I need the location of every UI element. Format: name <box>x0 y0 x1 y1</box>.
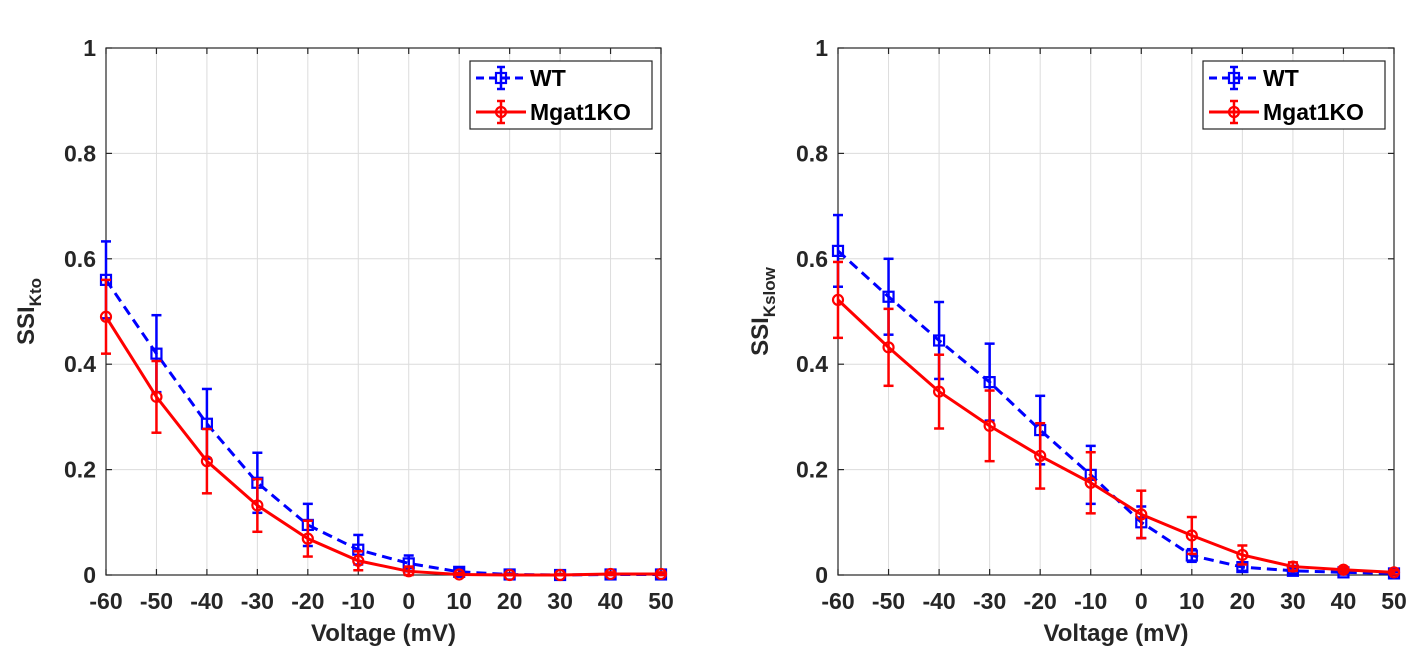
data-point <box>1034 449 1047 462</box>
data-point <box>882 341 895 354</box>
series-line <box>836 298 1395 574</box>
series-line <box>836 249 1395 575</box>
legend-marker <box>494 71 508 85</box>
data-point <box>654 567 668 581</box>
data-point <box>402 565 415 578</box>
data-point <box>1337 563 1350 576</box>
x-tick-label: 10 <box>446 588 472 614</box>
x-tick-label: 40 <box>1331 588 1357 614</box>
y-tick-label: 0.2 <box>64 457 96 483</box>
data-point <box>831 244 845 257</box>
data-point <box>1236 548 1249 562</box>
data-point <box>1135 508 1148 521</box>
series-wt <box>99 240 668 582</box>
data-point <box>932 385 946 398</box>
legend-entry-mgat1ko: Mgat1KO <box>476 99 631 125</box>
legend: WT Mgat1KO <box>469 60 653 130</box>
series-mgat1ko <box>99 278 668 582</box>
x-tick-label: -50 <box>872 588 905 614</box>
y-tick-label: 0.8 <box>64 140 96 166</box>
y-tick-label: 0 <box>815 562 828 588</box>
y-tick-label: 0.4 <box>796 351 828 377</box>
x-tick-label: 10 <box>1179 588 1205 614</box>
y-tick-label: 1 <box>83 35 96 61</box>
legend-label: WT <box>530 65 566 91</box>
x-tick-label: -40 <box>922 588 955 614</box>
y-axis-label: SSIKto <box>13 278 45 345</box>
series-line <box>104 315 661 577</box>
data-point <box>932 334 946 347</box>
data-point <box>150 347 163 360</box>
data-point <box>99 310 113 323</box>
x-tick-label: 0 <box>1135 588 1148 614</box>
data-point <box>352 554 365 567</box>
data-point <box>831 293 845 307</box>
y-tick-label: 0.6 <box>796 246 828 272</box>
y-axis-label-main: SSI <box>13 306 40 345</box>
y-tick-label: 0.6 <box>64 246 96 272</box>
series-line <box>104 279 661 577</box>
data-point <box>453 568 466 581</box>
data-point <box>1084 476 1097 489</box>
legend-label: Mgat1KO <box>1263 99 1364 125</box>
legend-marker <box>1227 105 1241 119</box>
x-tick-label: 30 <box>1280 588 1306 614</box>
data-point <box>251 499 264 512</box>
x-tick-label: -10 <box>342 588 375 614</box>
legend-marker <box>1227 71 1241 85</box>
data-point <box>983 419 996 432</box>
data-point <box>503 568 516 582</box>
x-axis-label: Voltage (mV) <box>311 620 456 647</box>
data-point <box>200 455 214 468</box>
legend-entry-wt: WT <box>1209 65 1299 91</box>
data-point <box>553 568 567 582</box>
y-tick-label: 0 <box>83 562 96 588</box>
data-point <box>150 390 163 403</box>
x-tick-label: -20 <box>291 588 324 614</box>
x-tick-label: 50 <box>648 588 674 614</box>
y-tick-label: 1 <box>815 35 828 61</box>
x-tick-label: -20 <box>1024 588 1057 614</box>
legend-entry-wt: WT <box>476 65 566 91</box>
data-point <box>604 567 617 581</box>
x-tick-label: 20 <box>497 588 523 614</box>
y-axis-label-main: SSI <box>747 317 774 356</box>
series-wt <box>831 213 1401 580</box>
x-tick-label: -30 <box>973 588 1006 614</box>
x-tick-label: -40 <box>190 588 223 614</box>
data-point <box>882 290 895 303</box>
data-point <box>983 376 996 389</box>
series-mgat1ko <box>831 260 1401 579</box>
x-tick-label: -30 <box>241 588 274 614</box>
y-tick-label: 0.4 <box>64 351 96 377</box>
x-tick-label: 20 <box>1230 588 1256 614</box>
legend-marker <box>494 105 508 119</box>
legend-label: WT <box>1263 65 1299 91</box>
x-tick-label: -10 <box>1074 588 1107 614</box>
data-point <box>1185 529 1198 542</box>
data-point <box>301 532 314 545</box>
y-axis-label-subscript: Kslow <box>760 266 779 317</box>
legend-label: Mgat1KO <box>530 99 631 125</box>
x-axis-label: Voltage (mV) <box>1044 620 1189 647</box>
x-tick-label: 40 <box>598 588 624 614</box>
chart-panel-1: -60 -50 -40 -30 -20 -10 0 10 20 30 40 50 0 0.2 0.4 0.6 0… <box>13 35 674 647</box>
y-tick-label: 0.8 <box>796 140 828 166</box>
chart-panel-2: -60 -50 -40 -30 -20 -10 0 10 20 30 40 50 0 0.2 0.4 0.6 0… <box>747 35 1407 647</box>
legend-entry-mgat1ko: Mgat1KO <box>1209 99 1364 125</box>
x-tick-label: -50 <box>140 588 173 614</box>
data-point <box>1387 566 1401 579</box>
data-point <box>1286 560 1300 573</box>
x-tick-label: -60 <box>821 588 854 614</box>
y-axis-label-subscript: Kto <box>26 278 45 306</box>
x-tick-label: 50 <box>1381 588 1407 614</box>
x-tick-label: 0 <box>402 588 415 614</box>
legend: WT Mgat1KO <box>1202 60 1386 130</box>
y-axis-label: SSIKslow <box>747 266 779 356</box>
x-tick-label: -60 <box>89 588 122 614</box>
x-tick-label: 30 <box>547 588 573 614</box>
y-tick-label: 0.2 <box>796 457 828 483</box>
